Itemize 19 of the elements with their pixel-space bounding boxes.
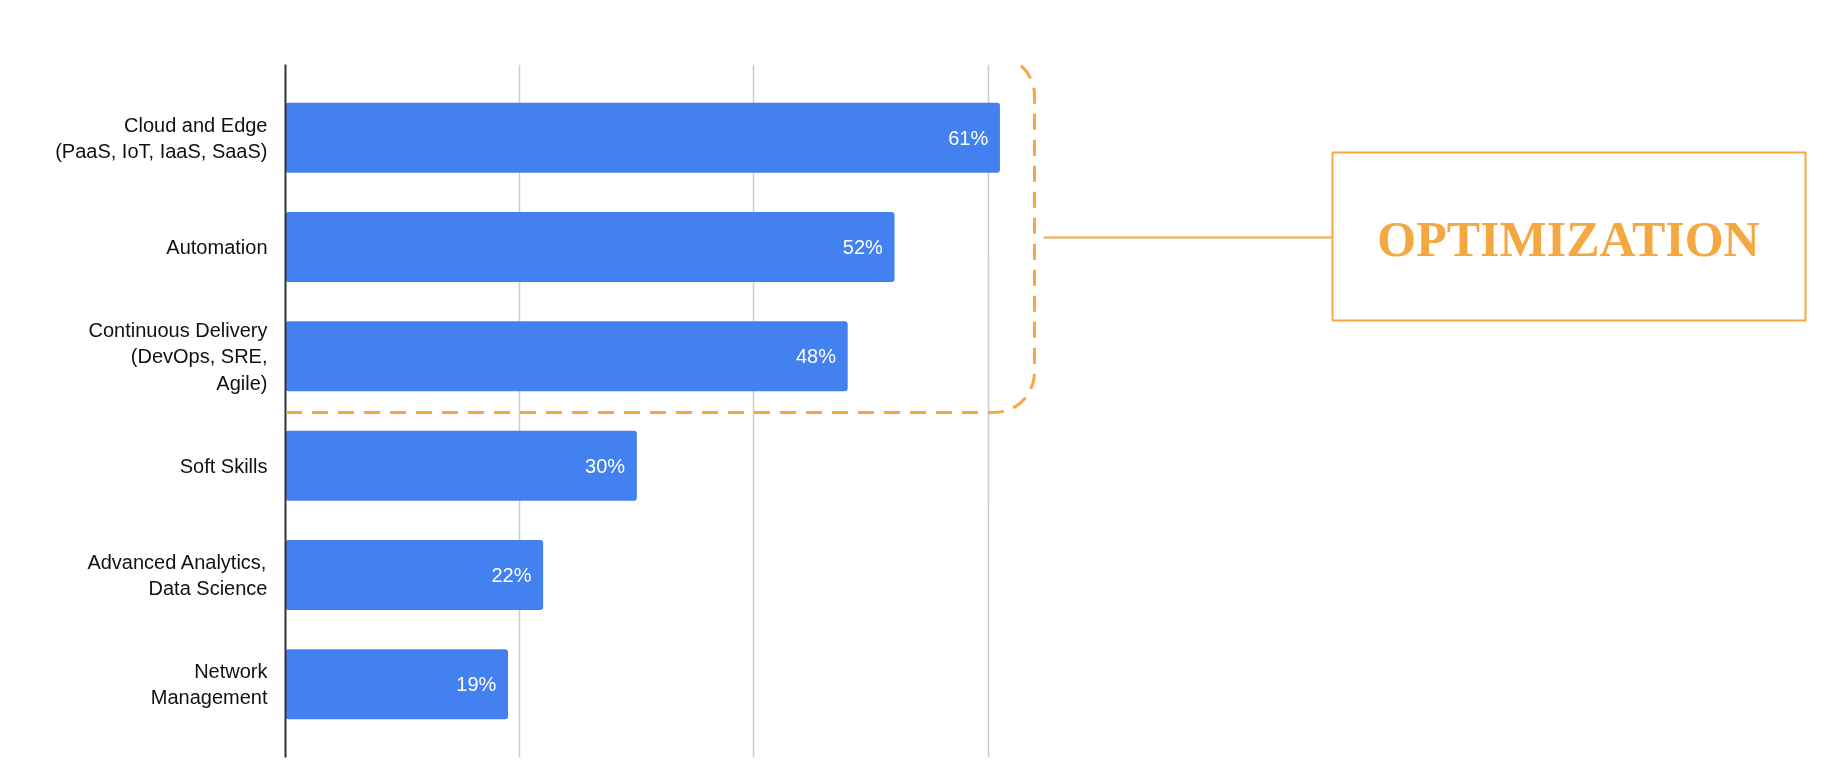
data-label: 48% [795, 345, 837, 368]
bar [285, 649, 509, 720]
bar [285, 321, 848, 392]
y-tick-label: Continuous Delivery (DevOps, SRE, Agile) [88, 318, 268, 394]
y-tick-label: Cloud and Edge (PaaS, IoT, IaaS, SaaS) [55, 113, 268, 162]
data-label: 30% [585, 454, 626, 477]
data-label: 61% [948, 126, 989, 149]
y-tick-label: Automation [166, 236, 268, 259]
data-label: 52% [842, 236, 884, 259]
bar [285, 102, 1000, 173]
y-tick-label: Advanced Analytics, Data Science [87, 550, 268, 600]
text: OPTIMIZATION [1377, 210, 1760, 267]
bar [285, 212, 895, 283]
y-tick-label: Network Management [150, 660, 269, 709]
bar [285, 539, 544, 610]
data-label: 19% [456, 673, 497, 696]
bar [285, 430, 637, 501]
y-tick-label: Soft Skills [179, 454, 268, 477]
data-label: 22% [491, 563, 532, 586]
